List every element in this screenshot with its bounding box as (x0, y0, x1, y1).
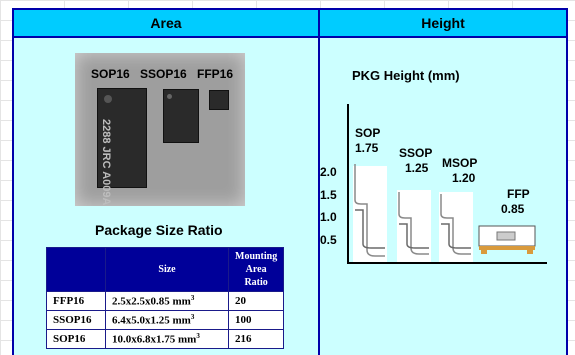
ffp16-chip (209, 90, 229, 110)
table-row: SSOP16 6.4x5.0x1.25 mm3 100 (46, 310, 285, 330)
chip-marking: 2288 JRC A009A (100, 119, 112, 205)
photo-label-ssop16: SSOP16 (140, 67, 187, 81)
tick-label-1-5: 1.5 (320, 188, 337, 202)
pkg-label-ssop: SSOP 1.25 (399, 146, 432, 176)
size-unit-exponent: 3 (190, 313, 195, 322)
pkg-label-ffp: FFP 0.85 (501, 187, 530, 217)
chip-marking-line-3: A009A (100, 171, 112, 206)
package-photo: SOP16 SSOP16 FFP16 2288 JRC A009A (75, 53, 245, 206)
package-profiles (353, 164, 536, 262)
pkg-height: 1.75 (355, 141, 379, 155)
table-row: SOP16 10.0x6.8x1.75 mm3 216 (46, 329, 285, 349)
height-header: Height (318, 8, 568, 38)
area-header: Area (12, 8, 320, 38)
cell-name: SOP16 (46, 329, 106, 349)
pkg-name: FFP (507, 187, 530, 201)
pkg-name: MSOP (442, 156, 478, 170)
area-header-label: Area (150, 15, 182, 31)
pkg-label-msop: MSOP 1.20 (442, 156, 477, 186)
pin1-dot (167, 94, 172, 99)
ffp-profile (478, 225, 536, 254)
pin1-dot (104, 95, 112, 103)
ssop-profile (397, 190, 431, 262)
tick-label-1-0: 1.0 (320, 210, 337, 224)
cell-size: 6.4x5.0x1.25 mm3 (105, 310, 229, 330)
sop16-chip: 2288 JRC A009A (97, 88, 147, 205)
size-value: 2.5x2.5x0.85 mm (112, 295, 191, 308)
pkg-name: SSOP (399, 146, 433, 160)
cell-ratio: 100 (227, 310, 285, 330)
cell-ratio: 20 (227, 291, 285, 311)
height-header-label: Height (421, 15, 465, 31)
cell-name: FFP16 (46, 291, 106, 311)
col-header-name (46, 247, 106, 292)
cell-size: 2.5x2.5x0.85 mm3 (105, 291, 229, 311)
pkg-height: 1.20 (452, 171, 476, 185)
package-size-ratio-title: Package Size Ratio (95, 222, 223, 238)
cell-name: SSOP16 (46, 310, 106, 330)
tick-label-0-5: 0.5 (320, 233, 337, 247)
chip-marking-line-2: JRC (100, 146, 112, 169)
cell-size: 10.0x6.8x1.75 mm3 (105, 329, 229, 349)
size-value: 10.0x6.8x1.75 mm (112, 333, 197, 346)
size-value: 6.4x5.0x1.25 mm (112, 314, 191, 327)
col-header-ratio: Mounting Area Ratio (227, 247, 285, 292)
pkg-height-title: PKG Height (mm) (352, 68, 460, 83)
pkg-height: 1.25 (405, 161, 429, 175)
chip-marking-line-1: 2288 (100, 119, 112, 144)
photo-label-ffp16: FFP16 (197, 67, 234, 81)
tick-label-2-0: 2.0 (320, 165, 337, 179)
msop-profile (439, 192, 473, 262)
table-row: FFP16 2.5x2.5x0.85 mm3 20 (46, 291, 285, 311)
cell-ratio: 216 (227, 329, 285, 349)
size-unit-exponent: 3 (190, 294, 195, 303)
size-ratio-table: Size Mounting Area Ratio FFP16 2.5x2.5x0… (46, 247, 285, 349)
photo-label-sop16: SOP16 (91, 67, 130, 81)
y-axis (347, 104, 349, 264)
x-axis (347, 262, 547, 264)
size-unit-exponent: 3 (196, 332, 200, 341)
pkg-height: 0.85 (501, 202, 525, 216)
sop-profile (353, 164, 387, 262)
pkg-name: SOP (355, 126, 381, 140)
table-header-row: Size Mounting Area Ratio (46, 247, 285, 292)
pkg-label-sop: SOP 1.75 (355, 126, 380, 156)
col-header-size: Size (105, 247, 229, 292)
ssop16-chip (163, 89, 199, 143)
